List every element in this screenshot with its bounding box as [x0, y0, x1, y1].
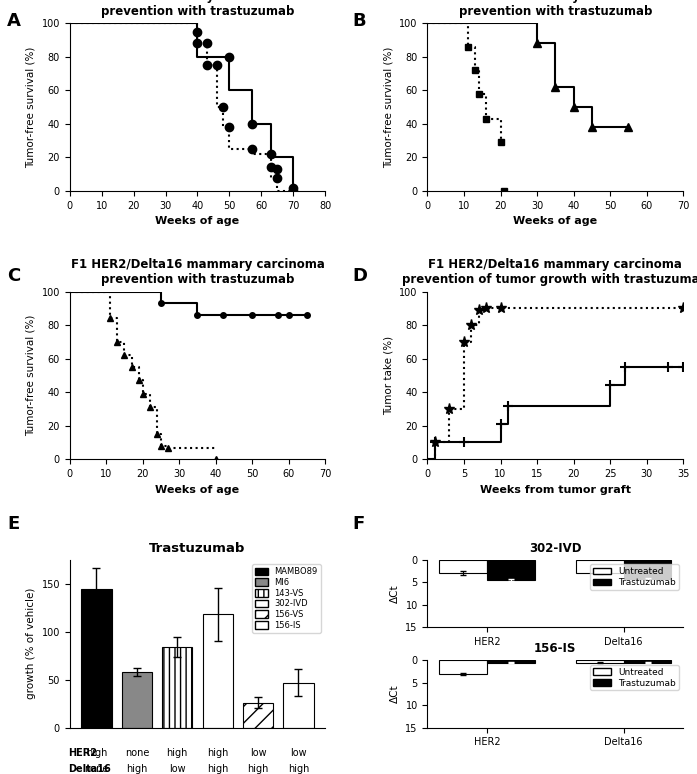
Text: high: high [288, 765, 309, 774]
X-axis label: Weeks of age: Weeks of age [155, 485, 240, 495]
Text: low: low [290, 748, 307, 758]
Text: low: low [169, 765, 185, 774]
Y-axis label: Tumor take (%): Tumor take (%) [384, 336, 394, 415]
Text: high: high [207, 765, 229, 774]
Text: D: D [352, 267, 367, 285]
Bar [203, 615, 233, 728]
Legend: Untreated, Trastuzumab: Untreated, Trastuzumab [590, 564, 679, 590]
Y-axis label: ΔCt: ΔCt [390, 584, 400, 603]
Title: 302-IVD: 302-IVD [529, 542, 581, 554]
Bar [576, 560, 624, 574]
Y-axis label: Tumor-free survival (%): Tumor-free survival (%) [26, 315, 36, 436]
Text: C: C [7, 267, 20, 285]
Bar [624, 560, 671, 579]
Text: F: F [352, 515, 365, 533]
Text: none: none [84, 765, 109, 774]
Title: 156-IS: 156-IS [534, 642, 576, 655]
X-axis label: Weeks of age: Weeks of age [155, 216, 240, 226]
Text: high: high [207, 748, 229, 758]
Bar [487, 560, 535, 580]
Title: F1 HER2/Delta16 mammary carcinoma
prevention of tumor growth with trastuzumab: F1 HER2/Delta16 mammary carcinoma preven… [402, 259, 697, 286]
Title: Trastuzumab: Trastuzumab [149, 542, 245, 554]
Text: B: B [352, 12, 366, 29]
Bar [122, 672, 152, 728]
Bar [576, 660, 624, 663]
Legend: Untreated, Trastuzumab: Untreated, Trastuzumab [590, 665, 679, 690]
Bar [487, 660, 535, 663]
Bar [439, 560, 487, 574]
Bar [439, 660, 487, 674]
Bar [243, 703, 273, 728]
Text: high: high [167, 748, 188, 758]
Legend: MAMBO89, MI6, 143-VS, 302-IVD, 156-VS, 156-IS: MAMBO89, MI6, 143-VS, 302-IVD, 156-VS, 1… [252, 564, 321, 633]
Bar [82, 588, 112, 728]
Bar [624, 660, 671, 663]
Y-axis label: growth (% of vehicle): growth (% of vehicle) [26, 588, 36, 700]
Y-axis label: Tumor-free survival (%): Tumor-free survival (%) [384, 46, 394, 168]
Text: A: A [7, 12, 21, 29]
Text: high: high [247, 765, 269, 774]
X-axis label: Weeks from tumor graft: Weeks from tumor graft [480, 485, 631, 495]
Title: F1 HER2/Delta16 mammary carcinoma
prevention with trastuzumab: F1 HER2/Delta16 mammary carcinoma preven… [70, 259, 324, 286]
Y-axis label: Tumor-free survival (%): Tumor-free survival (%) [26, 46, 36, 168]
Text: HER2: HER2 [68, 748, 97, 758]
Title: Delta16 mammary carcinoma
prevention with trastuzumab: Delta16 mammary carcinoma prevention wit… [458, 0, 652, 18]
Text: Delta16: Delta16 [68, 765, 111, 774]
Title: HER2 mammary carcinoma
prevention with trastuzumab: HER2 mammary carcinoma prevention with t… [101, 0, 294, 18]
Text: low: low [250, 748, 266, 758]
X-axis label: Weeks of age: Weeks of age [513, 216, 597, 226]
Text: none: none [125, 748, 149, 758]
Text: high: high [86, 748, 107, 758]
Text: high: high [126, 765, 148, 774]
Text: E: E [7, 515, 20, 533]
Y-axis label: ΔCt: ΔCt [390, 685, 400, 704]
Bar [284, 683, 314, 728]
Bar [162, 647, 192, 728]
